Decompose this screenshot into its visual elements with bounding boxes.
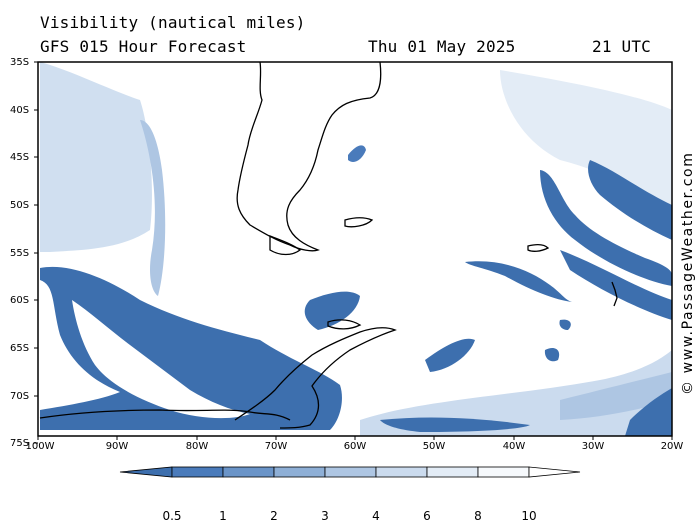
lat-label: 50S xyxy=(10,200,30,211)
forecast-date: Thu 01 May 2025 xyxy=(368,37,516,56)
colorbar-label: 10 xyxy=(521,509,537,523)
light-fog-south-atlantic xyxy=(500,70,672,210)
colorbar-label: 4 xyxy=(372,509,380,523)
light-fog-plume xyxy=(140,120,166,296)
colorbar-label: 1 xyxy=(219,509,227,523)
lat-label: 35S xyxy=(10,57,30,68)
colorbar-label: 3 xyxy=(321,509,329,523)
colorbar-swatch-0 xyxy=(119,466,173,478)
dense-fog-south-georgia xyxy=(540,170,672,286)
light-fog-pacific xyxy=(40,62,152,252)
lat-label: 65S xyxy=(10,343,30,354)
lat-label: 40S xyxy=(10,105,30,116)
dense-fog-east-band xyxy=(560,250,672,320)
colorbar-swatch-7 xyxy=(477,466,530,478)
south-georgia xyxy=(527,244,550,252)
lat-label: 75S xyxy=(10,438,30,449)
falkland-islands xyxy=(344,217,374,228)
coastlines xyxy=(39,62,618,429)
lon-label: 30W xyxy=(581,441,605,452)
lon-label: 70W xyxy=(264,441,288,452)
colorbar-swatch-6 xyxy=(426,466,479,478)
colorbar-swatch-4 xyxy=(324,466,377,478)
dense-fog-small-2 xyxy=(559,319,571,330)
lon-label: 90W xyxy=(105,441,129,452)
dense-fog-south-pacific xyxy=(40,266,342,430)
south-shetlands xyxy=(327,319,362,330)
colorbar-swatch-2 xyxy=(222,466,275,478)
dense-fog-falkland xyxy=(348,145,366,162)
antarctic-coast xyxy=(39,409,291,421)
dense-fog-weddell xyxy=(465,261,572,302)
lat-label: 60S xyxy=(10,295,30,306)
fog-layer xyxy=(40,62,672,436)
lon-label: 20W xyxy=(660,441,684,452)
forecast-label: GFS 015 Hour Forecast xyxy=(40,37,247,56)
colorbar-label: 8 xyxy=(474,509,482,523)
dense-fog-small-1 xyxy=(544,348,560,362)
antarctic-peninsula xyxy=(234,327,397,429)
credit-text: © www.PassageWeather.com xyxy=(680,151,696,395)
dense-fog-drake xyxy=(304,291,360,330)
colorbar-swatch-3 xyxy=(273,466,326,478)
lon-label: 40W xyxy=(502,441,526,452)
colorbar-swatch-5 xyxy=(375,466,428,478)
colorbar-label: 6 xyxy=(423,509,431,523)
lon-label: 100W xyxy=(25,441,55,452)
dense-fog-south-strip xyxy=(380,417,530,432)
lat-label: 55S xyxy=(10,248,30,259)
dense-fog-scotia xyxy=(425,338,475,372)
lon-label: 50W xyxy=(422,441,446,452)
dense-fog-ne-band xyxy=(588,160,672,240)
axis-ticks xyxy=(34,61,673,444)
dense-fog-southeast-edge xyxy=(625,388,672,436)
colorbar xyxy=(119,466,581,478)
south-america-coast xyxy=(236,62,382,252)
south-sandwich xyxy=(611,281,618,307)
colorbar-label: 2 xyxy=(270,509,278,523)
lat-label: 70S xyxy=(10,391,30,402)
light-fog-band-east xyxy=(560,372,672,420)
map-title: Visibility (nautical miles) xyxy=(40,13,306,32)
tierra-del-fuego xyxy=(269,235,302,256)
lon-label: 60W xyxy=(343,441,367,452)
colorbar-label: 0.5 xyxy=(162,509,182,523)
forecast-time: 21 UTC xyxy=(592,37,651,56)
colorbar-swatch-8 xyxy=(528,466,581,478)
dense-fog-inner-white xyxy=(72,300,250,419)
lon-label: 80W xyxy=(185,441,209,452)
lat-label: 45S xyxy=(10,152,30,163)
colorbar-swatch-1 xyxy=(171,466,224,478)
